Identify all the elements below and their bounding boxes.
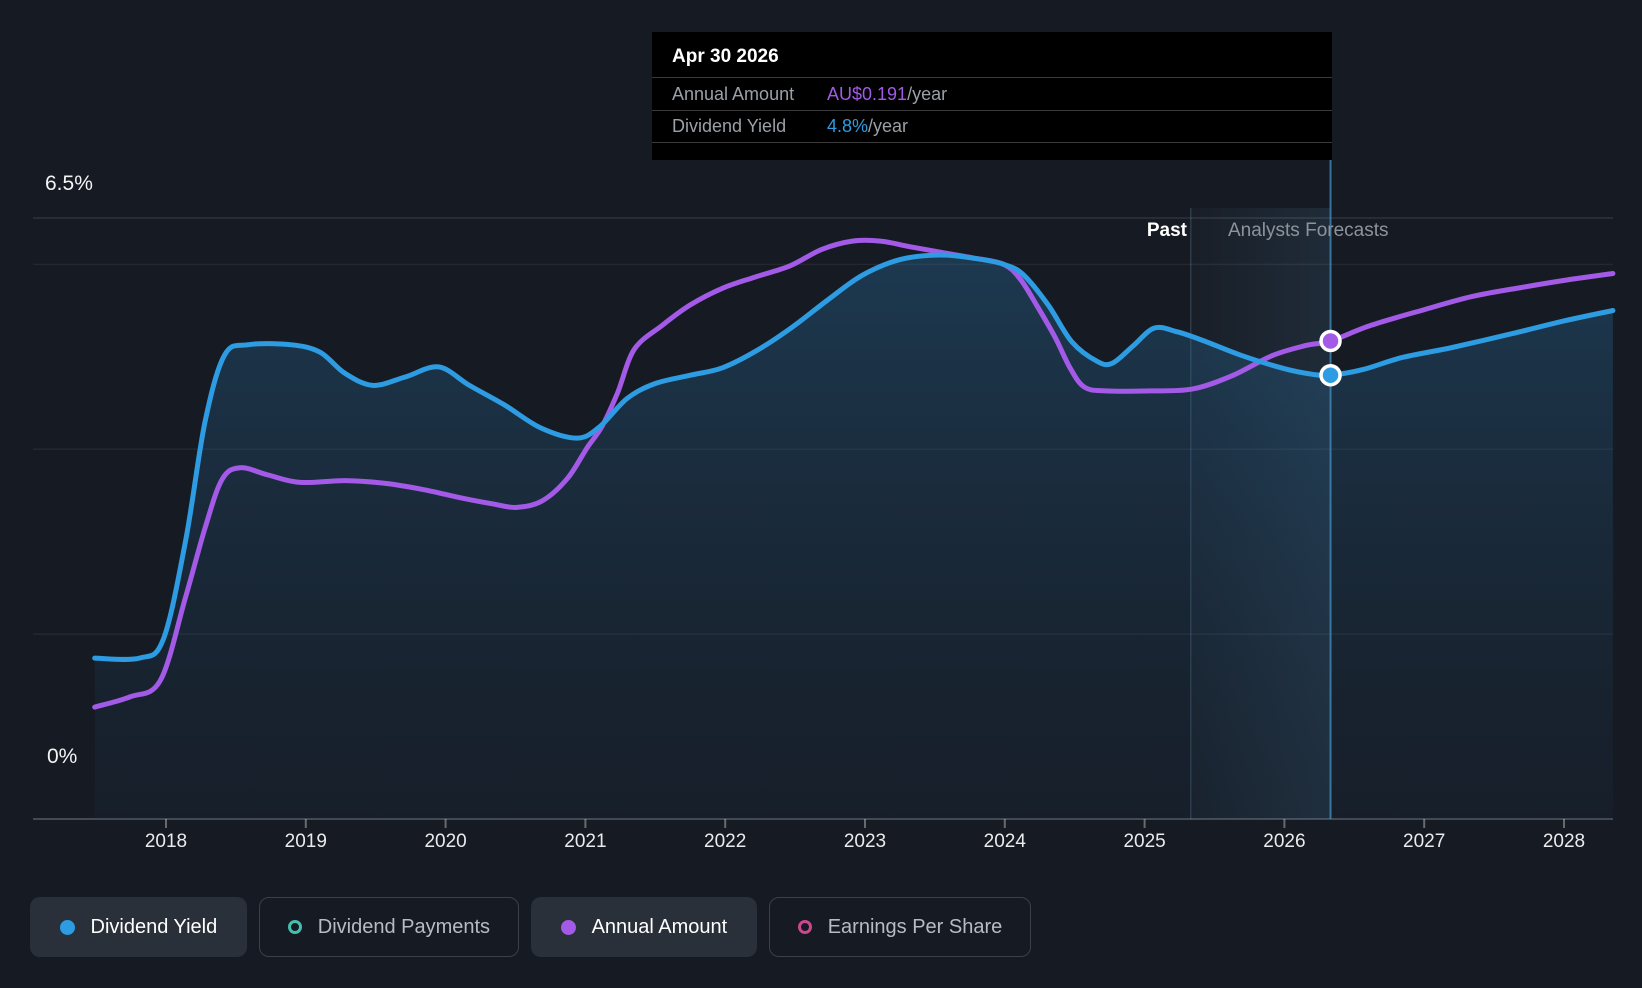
x-axis-tick-label: 2020 (424, 831, 467, 852)
tooltip-row-annual-amount: Annual Amount AU$0.191 /year (652, 77, 1332, 110)
tooltip-label: Annual Amount (672, 83, 795, 104)
legend-toggle-dividend-payments[interactable]: Dividend Payments (258, 897, 520, 957)
tooltip-value: AU$0.191 (827, 83, 908, 104)
hover-tooltip: Apr 30 2026 Annual Amount AU$0.191 /year… (652, 32, 1332, 160)
tooltip-value-suffix: /year (868, 116, 909, 136)
annual-amount-dot-icon (560, 919, 576, 935)
tooltip-label: Dividend Yield (672, 116, 787, 136)
x-axis-tick-label: 2023 (843, 831, 887, 852)
legend-label: Earnings Per Share (827, 915, 1003, 938)
x-axis-tick-label: 2026 (1263, 831, 1306, 852)
chart-legend: Dividend Yield Dividend Payments Annual … (30, 897, 1032, 957)
dividend-payments-ring-icon (287, 920, 302, 934)
x-axis-tick-label: 2018 (144, 831, 188, 852)
dividend-yield-dot-icon (59, 919, 75, 935)
x-axis-tick-label: 2022 (704, 831, 747, 852)
past-region-label: Past (1146, 220, 1187, 241)
x-axis-tick-label: 2019 (284, 831, 327, 852)
y-axis-max-label: 6.5% (45, 172, 93, 195)
legend-label: Annual Amount (591, 915, 728, 938)
y-axis-min-label: 0% (47, 745, 78, 768)
x-axis-tick-label: 2028 (1542, 831, 1586, 852)
legend-toggle-dividend-yield[interactable]: Dividend Yield (30, 897, 247, 957)
x-axis-tick-label: 2025 (1123, 831, 1166, 852)
legend-toggle-earnings-per-share[interactable]: Earnings Per Share (768, 897, 1032, 957)
earnings-per-share-ring-icon (797, 920, 812, 934)
x-axis-tick-label: 2021 (564, 831, 607, 852)
tooltip-date: Apr 30 2026 (672, 46, 779, 67)
legend-toggle-annual-amount[interactable]: Annual Amount (531, 897, 757, 957)
tooltip-value: 4.8% (827, 116, 869, 136)
forecast-region-label: Analysts Forecasts (1228, 220, 1389, 241)
legend-label: Dividend Yield (90, 915, 218, 938)
tooltip-row-dividend-yield: Dividend Yield 4.8% /year (652, 110, 1332, 143)
x-axis-tick-label: 2024 (983, 831, 1026, 852)
tooltip-value-suffix: /year (907, 83, 948, 104)
legend-label: Dividend Payments (317, 915, 491, 938)
x-axis-tick-label: 2027 (1403, 831, 1446, 852)
